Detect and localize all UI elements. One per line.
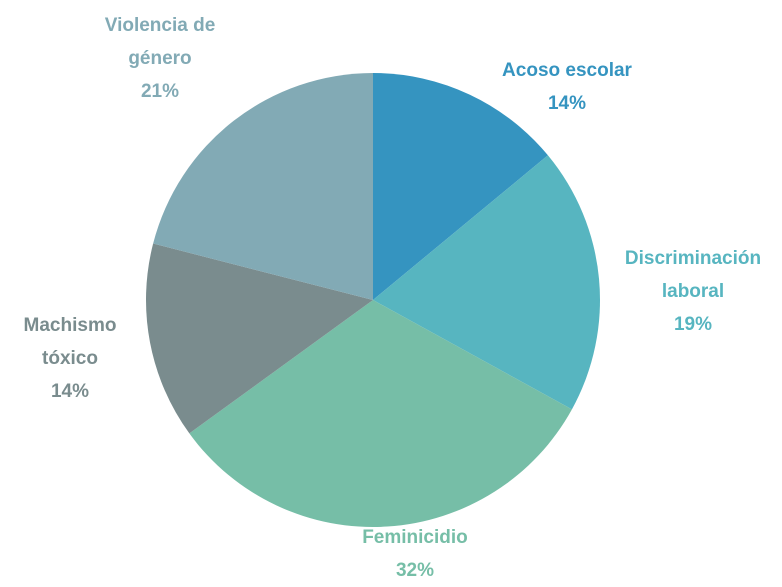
slice-label: Machismo tóxico 14% <box>5 309 135 408</box>
pie-slice <box>146 243 373 434</box>
slice-percent: 14% <box>50 381 90 402</box>
slice-percent: 21% <box>140 81 180 102</box>
pie-slice <box>153 73 373 300</box>
pie-slice <box>373 155 600 410</box>
pie-slice <box>373 73 548 300</box>
slice-percent: 19% <box>673 314 713 335</box>
slice-name: Discriminación laboral <box>624 248 762 302</box>
pie-slice <box>189 300 572 527</box>
slice-label: Acoso escolar 14% <box>457 54 677 120</box>
slice-label: Violencia de género 21% <box>80 9 240 108</box>
slice-name: Violencia de género <box>104 15 216 69</box>
slice-percent: 32% <box>395 560 435 581</box>
slice-label: Feminicidio 32% <box>305 521 525 587</box>
slice-name: Acoso escolar <box>502 60 632 81</box>
slice-name: Feminicidio <box>362 527 468 548</box>
slice-name: Machismo tóxico <box>23 315 117 369</box>
slice-percent: 14% <box>547 93 587 114</box>
slice-label: Discriminación laboral 19% <box>603 242 782 341</box>
